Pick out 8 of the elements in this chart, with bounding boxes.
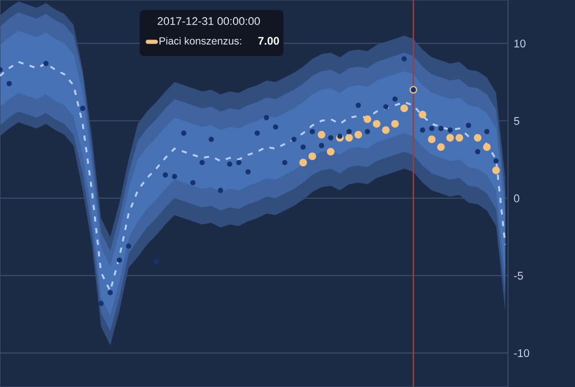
y-tick-label: -5 bbox=[514, 272, 523, 280]
y-tick-label: 0 bbox=[514, 194, 520, 202]
annotation: 2017-12-31 00:00:00 bbox=[158, 17, 260, 26]
y-tick-label: 10 bbox=[514, 40, 526, 48]
legend-label: Piaci konszenzus: bbox=[160, 36, 242, 45]
y-tick-label: 5 bbox=[514, 117, 520, 125]
annotation: 7.00 bbox=[258, 36, 279, 45]
y-tick-label: -10 bbox=[514, 349, 530, 358]
